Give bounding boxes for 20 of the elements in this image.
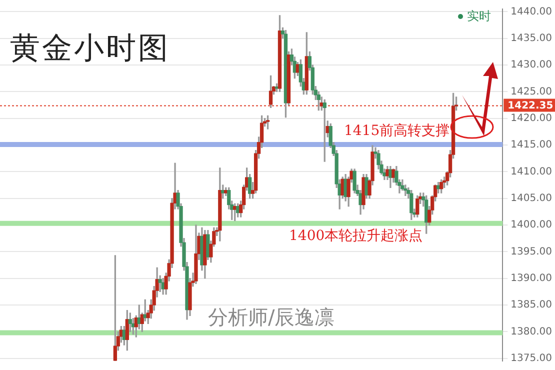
y-tick-label: 1380.00 [510, 326, 552, 338]
y-tick-label: 1400.00 [510, 220, 552, 231]
y-tick-label: 1410.00 [510, 166, 552, 178]
y-tick-label: 1435.00 [510, 32, 552, 44]
y-tick-label: 1385.00 [510, 300, 552, 311]
y-tick-label: 1440.00 [510, 6, 552, 18]
y-tick-label: 1375.00 [510, 352, 552, 364]
y-tick-label: 1430.00 [510, 60, 552, 71]
annotation: 分析师/辰逸凛 [208, 305, 335, 329]
y-tick-label: 1420.00 [510, 112, 552, 124]
ref-line-label: 1422.35 [508, 100, 554, 112]
y-tick-label: 1405.00 [510, 192, 552, 204]
text: 黄金小时图 [10, 30, 170, 68]
y-tick-label: 1425.00 [510, 86, 552, 98]
ref-line-label: 1415前高转支撑 [344, 123, 450, 140]
annotation: 实时 [467, 8, 491, 25]
ref-line-label: 1400本轮拉升起涨点 [289, 228, 423, 244]
y-tick-label: 1390.00 [510, 272, 552, 284]
y-tick-label: 1415.00 [510, 140, 552, 151]
y-tick-label: 1395.00 [510, 246, 552, 258]
